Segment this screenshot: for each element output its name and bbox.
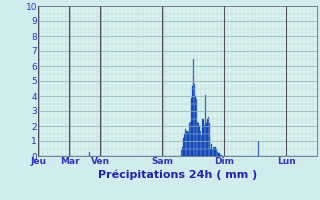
Bar [201,135,202,156]
Bar [208,117,209,156]
Bar [191,98,192,156]
Bar [192,86,193,156]
Bar [182,147,183,156]
Bar [196,99,197,156]
Bar [184,134,185,156]
Bar [183,138,184,156]
Bar [181,150,182,156]
Bar [188,132,189,156]
Bar [221,154,222,156]
Bar [218,153,219,156]
Bar [199,126,200,156]
X-axis label: Précipitations 24h ( mm ): Précipitations 24h ( mm ) [98,169,257,180]
Bar [190,121,191,156]
Bar [212,148,213,156]
Bar [186,130,187,156]
Bar [194,84,195,156]
Bar [217,152,218,156]
Bar [89,152,90,156]
Bar [195,96,196,156]
Bar [185,129,186,156]
Bar [207,118,208,156]
Bar [203,118,204,156]
Bar [200,130,201,156]
Bar [258,141,259,156]
Bar [219,153,220,156]
Bar [210,137,211,156]
Bar [213,147,214,156]
Bar [211,148,212,156]
Bar [193,58,194,156]
Bar [215,147,216,156]
Bar [187,130,188,156]
Bar [220,154,221,156]
Bar [206,123,207,156]
Bar [205,95,206,156]
Bar [214,147,215,156]
Bar [189,123,190,156]
Bar [216,148,217,156]
Bar [204,124,205,156]
Bar [202,118,203,156]
Bar [197,121,198,156]
Bar [209,123,210,156]
Bar [198,123,199,156]
